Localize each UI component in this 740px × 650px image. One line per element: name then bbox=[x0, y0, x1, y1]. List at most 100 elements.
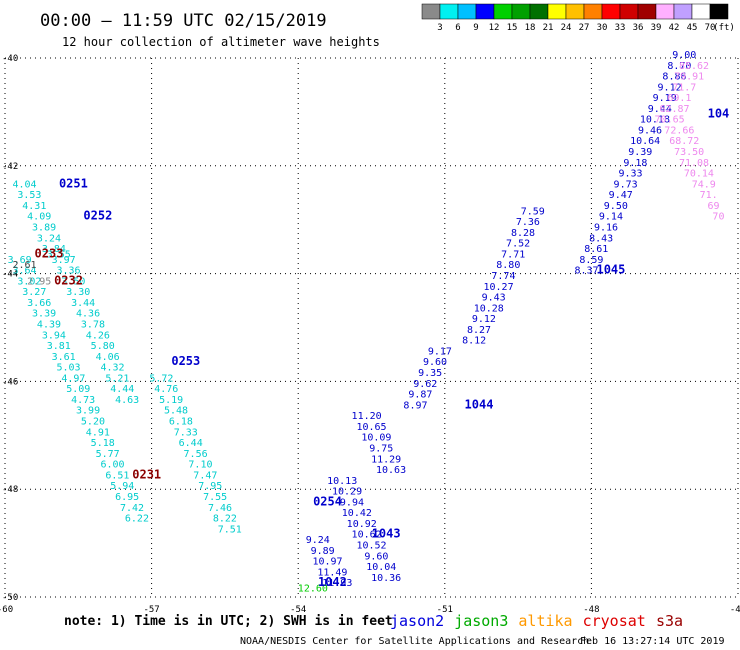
colorbar-swatch-4 bbox=[493, 3, 513, 20]
data-point-2-5: 7.33 bbox=[174, 427, 198, 438]
colorbar-swatch-8 bbox=[565, 3, 585, 20]
data-point-1-10: 5.03 bbox=[56, 363, 80, 374]
data-point-4-44: 9.33 bbox=[618, 169, 642, 180]
axis-ticks: -60 -57 -54 -51 -48 -45 -40 -42 -44 -46 -48 -50 bbox=[0, 54, 740, 615]
colorbar-label-13: 42 bbox=[669, 23, 680, 33]
data-point-0-17: 4.06 bbox=[96, 352, 120, 363]
data-point-4-7: 9.94 bbox=[340, 497, 364, 508]
data-point-3-1: 9.89 bbox=[311, 546, 335, 557]
data-point-4-40: 9.14 bbox=[599, 212, 623, 223]
data-point-4-11: 11.29 bbox=[371, 454, 401, 465]
data-point-0-0: 4.04 bbox=[12, 179, 36, 190]
data-point-8-0: 2.61 bbox=[12, 260, 36, 271]
data-point-5-11: 74.9 bbox=[692, 179, 716, 190]
colorbar-swatch-5 bbox=[511, 3, 531, 20]
colorbar-swatch-15 bbox=[691, 3, 711, 20]
data-point-4-54: 8.70 bbox=[667, 61, 691, 72]
colorbar-swatch-7 bbox=[547, 3, 567, 20]
data-point-4-14: 10.65 bbox=[356, 422, 386, 433]
data-point-4-15: 11.20 bbox=[352, 411, 382, 422]
footer-timestamp: Feb 16 13:27:14 UTC 2019 bbox=[580, 636, 725, 647]
data-point-4-8: 10.29 bbox=[332, 487, 362, 498]
data-point-5-10: 70.14 bbox=[684, 169, 714, 180]
data-point-4-12: 9.75 bbox=[369, 443, 393, 454]
data-point-4-49: 10.18 bbox=[640, 115, 670, 126]
data-point-2-11: 7.55 bbox=[203, 492, 227, 503]
data-point-4-47: 10.64 bbox=[630, 136, 660, 147]
x-tick-label-2: -54 bbox=[290, 605, 306, 615]
data-point-4-55: 9.00 bbox=[672, 50, 696, 61]
data-point-4-32: 8.28 bbox=[511, 228, 535, 239]
data-point-5-13: 69 bbox=[708, 201, 720, 212]
data-point-2-0: 5.72 bbox=[149, 373, 173, 384]
data-point-4-41: 9.50 bbox=[604, 201, 628, 212]
data-point-4-13: 10.09 bbox=[361, 433, 391, 444]
data-point-4-45: 9.18 bbox=[623, 158, 647, 169]
data-point-1-19: 6.00 bbox=[100, 460, 124, 471]
colorbar-label-7: 24 bbox=[561, 23, 572, 33]
data-point-3-3: 11.49 bbox=[317, 567, 347, 578]
data-point-0-9: 3.36 bbox=[56, 266, 80, 277]
data-point-4-51: 9.19 bbox=[653, 93, 677, 104]
data-point-4-0: 10.36 bbox=[371, 573, 401, 584]
data-point-0-15: 4.26 bbox=[86, 330, 110, 341]
data-point-5-2: 71.7 bbox=[672, 82, 696, 93]
x-tick-label-3: -51 bbox=[437, 605, 453, 615]
data-point-4-5: 10.92 bbox=[347, 519, 377, 530]
data-point-0-19: 5.21 bbox=[105, 373, 129, 384]
colorbar-swatch-13 bbox=[655, 3, 675, 20]
data-point-0-11: 3.30 bbox=[66, 287, 90, 298]
data-point-2-10: 7.95 bbox=[198, 481, 222, 492]
colorbar-label-4: 15 bbox=[507, 23, 518, 33]
data-point-2-14: 7.51 bbox=[218, 524, 242, 535]
y-tick-label-1: -42 bbox=[2, 162, 18, 172]
data-point-1-22: 6.95 bbox=[115, 492, 139, 503]
pass-labels: 0251025202330232025302310254104310441045… bbox=[35, 106, 730, 589]
legend-item-cryosat: cryosat bbox=[583, 612, 646, 630]
data-point-2-7: 7.56 bbox=[184, 449, 208, 460]
satellite-legend: jason2 jason3 altika cryosat s3a bbox=[390, 612, 683, 630]
colorbar-swatch-9 bbox=[583, 3, 603, 20]
pass-label-0: 0251 bbox=[59, 176, 88, 190]
data-point-3-4: 11.93 bbox=[322, 578, 352, 589]
data-point-0-16: 5.80 bbox=[91, 341, 115, 352]
data-point-1-6: 4.39 bbox=[37, 320, 61, 331]
colorbar-label-10: 33 bbox=[615, 23, 626, 33]
data-point-0-4: 3.89 bbox=[32, 222, 56, 233]
data-point-4-31: 7.52 bbox=[506, 239, 530, 250]
legend-item-s3a: s3a bbox=[656, 612, 683, 630]
colorbar-label-3: 12 bbox=[489, 23, 500, 33]
data-point-4-28: 7.74 bbox=[491, 271, 515, 282]
y-tick-label-5: -50 bbox=[2, 593, 18, 603]
colorbar-label-1: 6 bbox=[455, 23, 460, 33]
grid bbox=[4, 57, 739, 598]
pass-label-3: 0232 bbox=[54, 273, 83, 287]
data-point-4-21: 9.17 bbox=[428, 346, 452, 357]
data-point-4-6: 10.42 bbox=[342, 508, 372, 519]
data-point-4-38: 8.43 bbox=[589, 233, 613, 244]
data-point-6-0: 12.60 bbox=[298, 584, 328, 595]
data-point-1-16: 4.91 bbox=[86, 427, 110, 438]
colorbar-swatch-14 bbox=[673, 3, 693, 20]
chart-title: 00:00 – 11:59 UTC 02/15/2019 bbox=[40, 11, 327, 31]
data-point-1-21: 5.94 bbox=[110, 481, 134, 492]
data-point-0-12: 3.44 bbox=[71, 298, 95, 309]
pass-label-2: 0233 bbox=[35, 246, 64, 260]
data-point-2-3: 5.48 bbox=[164, 406, 188, 417]
pass-label-7: 1043 bbox=[372, 527, 401, 541]
data-point-4-1: 10.04 bbox=[366, 562, 396, 573]
colorbar-label-14: 45 bbox=[687, 23, 698, 33]
data-point-0-20: 4.44 bbox=[110, 384, 134, 395]
data-point-0-13: 4.36 bbox=[76, 309, 100, 320]
data-point-4-42: 9.47 bbox=[609, 190, 633, 201]
data-point-1-14: 3.99 bbox=[76, 406, 100, 417]
y-tick-label-0: -40 bbox=[2, 54, 18, 64]
legend-item-jason3: jason3 bbox=[454, 612, 508, 630]
data-point-1-12: 5.09 bbox=[66, 384, 90, 395]
colorbar-swatch-2 bbox=[457, 3, 477, 20]
data-point-2-6: 6.44 bbox=[179, 438, 203, 449]
data-point-5-9: 71.08 bbox=[679, 158, 709, 169]
data-point-0-21: 4.63 bbox=[115, 395, 139, 406]
data-point-0-8: 3.97 bbox=[52, 255, 76, 266]
